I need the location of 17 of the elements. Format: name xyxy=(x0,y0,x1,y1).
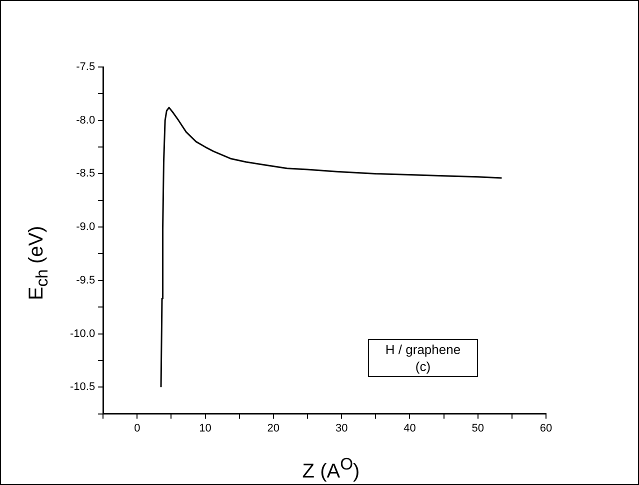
y-tick-label: -7.5 xyxy=(76,61,96,74)
y-tick-label: -8.5 xyxy=(76,168,96,180)
y-tick-label: -10.5 xyxy=(70,381,96,394)
x-tick-label: 40 xyxy=(404,422,416,434)
annotation: (c) xyxy=(414,358,432,375)
x-tick-label: 0 xyxy=(134,422,140,434)
x-axis-title: Z (A$^{O}$) xyxy=(302,454,360,484)
y-tick-label: -10.0 xyxy=(70,328,96,340)
x-tick-label: 30 xyxy=(335,422,348,434)
x-tick-label: 10 xyxy=(199,422,212,434)
x-tick-label: 20 xyxy=(267,422,280,434)
y-tick-label: -9.0 xyxy=(76,221,96,234)
y-tick-label: -9.5 xyxy=(76,274,96,286)
x-tick-label: 60 xyxy=(540,422,552,434)
x-tick-label: 50 xyxy=(472,422,484,434)
annotation: H / graphene xyxy=(384,341,462,358)
y-tick-label: -8.0 xyxy=(76,114,96,126)
